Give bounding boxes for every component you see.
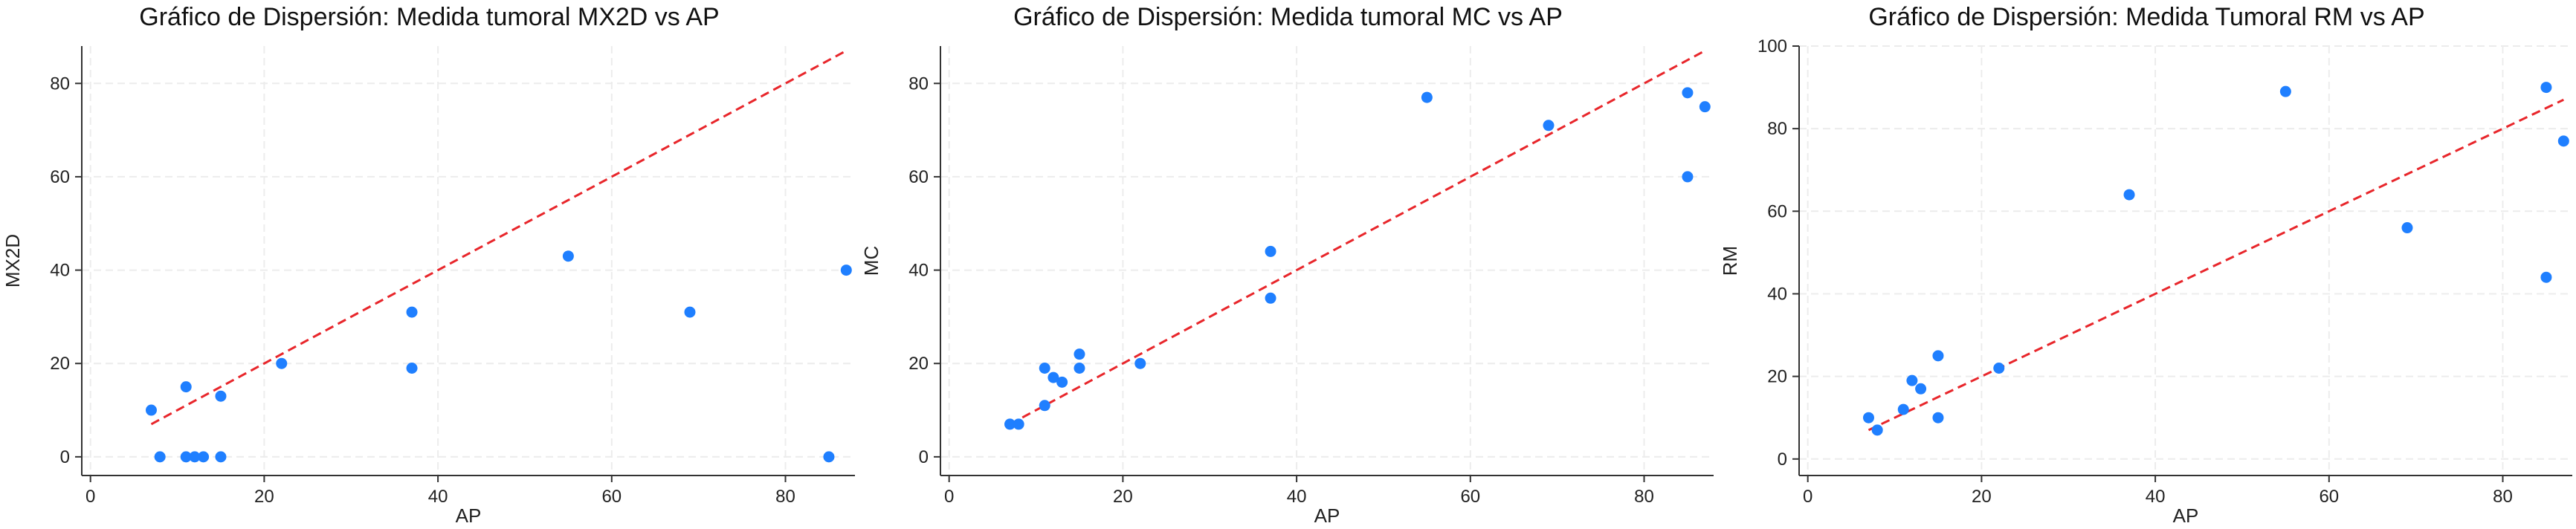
data-point: [1421, 91, 1433, 103]
scatter-panel-rm: Gráfico de Dispersión: Medida Tumoral RM…: [1717, 0, 2576, 529]
data-point: [2540, 271, 2552, 283]
data-point: [1039, 363, 1050, 374]
data-point: [406, 306, 418, 318]
x-tick-label: 60: [1460, 487, 1480, 507]
data-point: [2557, 135, 2569, 147]
reference-line: [1009, 49, 1706, 426]
x-tick-label: 60: [2319, 487, 2339, 507]
x-tick-label: 80: [775, 487, 795, 507]
x-tick-label: 20: [1113, 487, 1133, 507]
data-point: [840, 264, 852, 276]
x-tick-label: 0: [1803, 487, 1812, 507]
x-tick-label: 80: [1634, 487, 1654, 507]
scatter-plot-rm: 0 20 40 60 80 0 20 40 60 80 100 AP RM: [1719, 36, 2572, 527]
reference-line: [1868, 98, 2564, 432]
y-tick-label: 100: [1757, 36, 1787, 56]
data-point: [1862, 412, 1874, 423]
y-tick-label: 40: [1767, 284, 1787, 304]
data-point: [684, 306, 696, 318]
data-point: [145, 404, 157, 416]
y-tick-label: 80: [908, 74, 929, 94]
x-tick-label: 40: [2146, 487, 2166, 507]
x-tick-label: 0: [85, 487, 95, 507]
x-axis-label: AP: [2173, 504, 2199, 527]
x-tick-label: 40: [428, 487, 448, 507]
chart-title: Gráfico de Dispersión: Medida tumoral MC…: [1013, 3, 1563, 31]
scatter-plot-mx2d: 0 20 40 60 80 0 20 40 60 80 AP MX2D: [1, 46, 855, 527]
data-point: [1543, 120, 1555, 132]
data-point: [198, 451, 210, 463]
data-point: [180, 381, 192, 393]
chart-title: Gráfico de Dispersión: Medida Tumoral RM…: [1868, 3, 2425, 31]
data-point: [1915, 383, 1927, 395]
scatter-plot-mc: 0 20 40 60 80 0 20 40 60 80 AP MC: [860, 46, 1714, 527]
x-axis-label: AP: [1314, 504, 1340, 527]
data-point: [180, 451, 192, 463]
data-point: [1932, 412, 1944, 423]
y-tick-label: 40: [50, 261, 70, 281]
data-point: [1932, 350, 1944, 362]
data-point: [1074, 348, 1085, 360]
data-point: [1004, 418, 1016, 430]
chart-title: Gráfico de Dispersión: Medida tumoral MX…: [139, 3, 720, 31]
data-point: [1265, 245, 1276, 257]
y-tick-label: 0: [1778, 450, 1787, 470]
data-point: [2279, 85, 2291, 97]
x-tick-label: 20: [1972, 487, 1992, 507]
data-point: [1056, 376, 1068, 388]
x-tick-label: 0: [944, 487, 954, 507]
data-point: [215, 390, 227, 402]
x-tick-label: 60: [601, 487, 622, 507]
data-point: [1993, 363, 2005, 374]
data-point: [823, 451, 835, 463]
x-axis-label: AP: [456, 504, 482, 527]
data-point: [1265, 292, 1276, 304]
data-point: [2401, 222, 2413, 234]
data-point: [276, 357, 288, 369]
data-point: [2123, 189, 2135, 201]
data-point: [1047, 371, 1059, 383]
data-point: [1134, 357, 1146, 369]
data-point: [1013, 418, 1024, 430]
y-tick-label: 0: [919, 447, 929, 467]
data-point: [1871, 424, 1883, 436]
y-tick-label: 20: [50, 354, 70, 374]
x-tick-label: 40: [1287, 487, 1307, 507]
y-tick-label: 20: [1767, 367, 1787, 387]
scatter-panel-mx2d: Gráfico de Dispersión: Medida tumoral MX…: [0, 0, 859, 529]
data-point: [1074, 363, 1085, 374]
y-axis-label: MX2D: [1, 234, 24, 288]
y-tick-label: 80: [50, 74, 70, 94]
y-axis-label: RM: [1719, 246, 1741, 276]
data-point: [215, 451, 227, 463]
y-axis-label: MC: [860, 246, 882, 276]
reference-line: [150, 49, 848, 426]
data-point: [406, 363, 418, 374]
y-tick-label: 0: [60, 447, 70, 467]
data-point: [154, 451, 166, 463]
data-point: [1897, 403, 1909, 415]
y-tick-label: 60: [50, 167, 70, 187]
data-point: [1682, 171, 1694, 183]
y-tick-label: 40: [908, 261, 929, 281]
data-point: [1682, 87, 1694, 99]
data-point: [1906, 374, 1918, 386]
x-tick-label: 80: [2493, 487, 2513, 507]
data-point: [2540, 82, 2552, 94]
data-point: [562, 250, 574, 262]
scatter-panel-mc: Gráfico de Dispersión: Medida tumoral MC…: [859, 0, 1717, 529]
y-tick-label: 60: [908, 167, 929, 187]
y-tick-label: 20: [908, 354, 929, 374]
y-tick-label: 80: [1767, 119, 1787, 139]
x-tick-label: 20: [254, 487, 274, 507]
data-point: [189, 451, 201, 463]
y-tick-label: 60: [1767, 201, 1787, 221]
data-point: [1699, 101, 1711, 113]
data-point: [1039, 400, 1050, 412]
